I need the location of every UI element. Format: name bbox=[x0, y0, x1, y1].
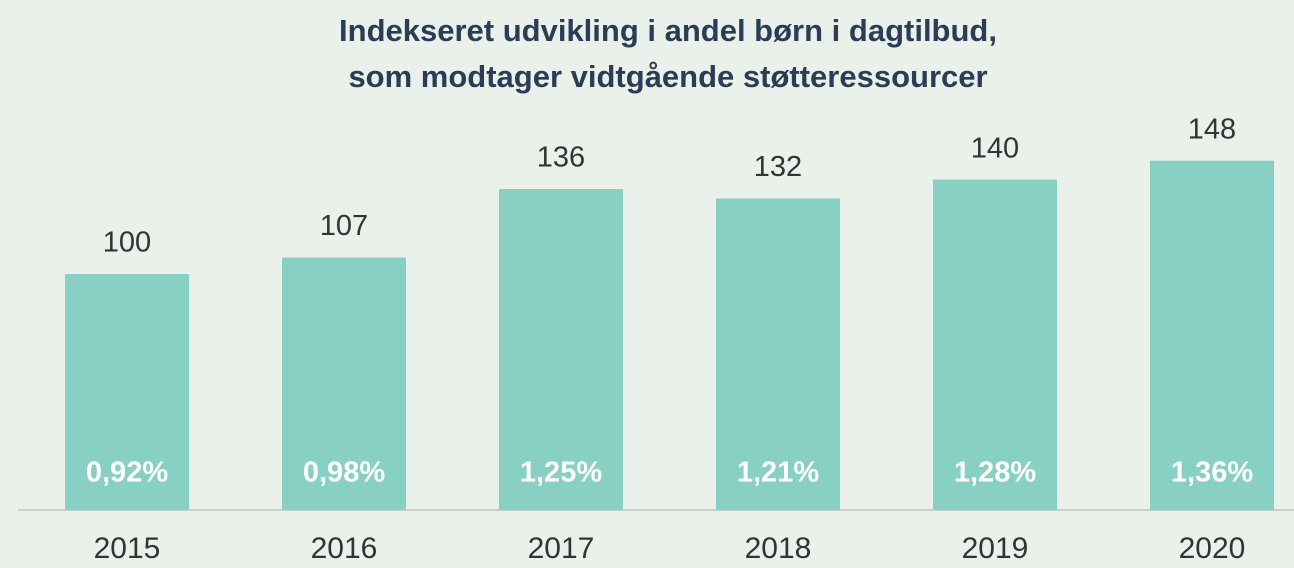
inner-label: 1,36% bbox=[1171, 457, 1253, 489]
inner-label: 1,21% bbox=[737, 457, 819, 489]
x-tick-label: 2016 bbox=[311, 532, 378, 565]
x-tick-label: 2020 bbox=[1179, 532, 1246, 565]
bar bbox=[716, 198, 840, 511]
bar bbox=[933, 179, 1057, 510]
data-label: 148 bbox=[1188, 113, 1236, 145]
inner-label: 0,92% bbox=[86, 457, 168, 489]
bar bbox=[65, 274, 189, 510]
data-label: 132 bbox=[754, 151, 802, 183]
data-label: 100 bbox=[103, 227, 151, 259]
x-tick-label: 2015 bbox=[94, 532, 161, 565]
chart-title: Indekseret udvikling i andel børn i dagt… bbox=[339, 13, 997, 48]
chart-title: som modtager vidtgående støtteressourcer bbox=[348, 59, 987, 94]
bar bbox=[499, 189, 623, 511]
inner-label: 0,98% bbox=[303, 457, 385, 489]
x-tick-label: 2017 bbox=[528, 532, 595, 565]
data-label: 140 bbox=[971, 132, 1019, 164]
data-label: 136 bbox=[537, 142, 585, 174]
inner-label: 1,25% bbox=[520, 457, 602, 489]
data-label: 107 bbox=[320, 210, 368, 242]
x-tick-label: 2018 bbox=[745, 532, 812, 565]
bar bbox=[282, 257, 406, 510]
x-tick-label: 2019 bbox=[962, 532, 1029, 565]
inner-label: 1,28% bbox=[954, 457, 1036, 489]
bar bbox=[1150, 160, 1274, 510]
